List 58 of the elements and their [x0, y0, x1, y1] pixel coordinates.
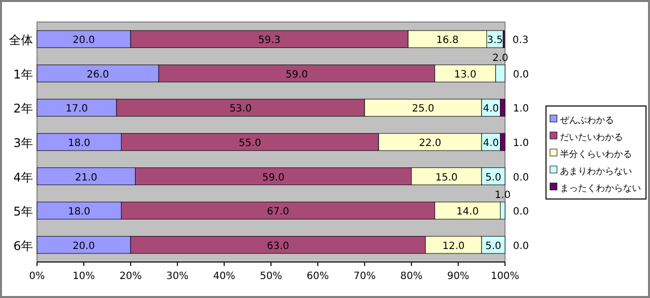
data-label: 12.0: [442, 240, 465, 252]
data-label: 22.0: [418, 138, 442, 149]
x-tick-label: 60%: [306, 271, 329, 282]
legend-label: まったくわからない: [560, 184, 641, 194]
data-label: 59.0: [286, 69, 308, 80]
data-label: 18.0: [68, 138, 90, 149]
data-label: 4.0: [483, 138, 499, 149]
data-label: 67.0: [266, 206, 290, 218]
y-tick-label: 4年: [13, 170, 33, 184]
data-label: 18.0: [68, 206, 90, 218]
data-label: 0.0: [513, 206, 529, 218]
data-label: 53.0: [229, 104, 252, 115]
data-label: 20.0: [72, 35, 95, 46]
x-tick-label: 10%: [72, 271, 95, 282]
legend-label: 半分くらいわかる: [560, 149, 632, 160]
legend-label: だいたいわかる: [560, 133, 623, 143]
data-label: 25.0: [412, 104, 434, 115]
y-tick-label: 1年: [13, 67, 33, 82]
data-label: 0.0: [513, 69, 529, 80]
x-tick-label: 100%: [490, 271, 520, 282]
y-tick-label: 6年: [13, 238, 33, 253]
data-label: 16.8: [436, 35, 459, 46]
y-tick-label: 全体: [9, 33, 33, 48]
data-label: 14.0: [456, 206, 479, 218]
data-label: 3.5: [486, 35, 503, 46]
data-label: 20.0: [72, 240, 95, 252]
x-tick-label: 80%: [400, 271, 423, 282]
x-tick-label: 40%: [213, 271, 236, 282]
y-tick-label: 5年: [13, 204, 33, 219]
x-tick-label: 50%: [260, 271, 282, 282]
data-label: 0.0: [513, 240, 529, 252]
x-tick-label: 20%: [119, 271, 142, 282]
legend-label: ぜんぶわかる: [560, 116, 614, 126]
data-label: 1.0: [494, 190, 511, 201]
data-label: 5.0: [485, 172, 502, 184]
data-label: 0.3: [512, 35, 528, 46]
x-tick-label: 90%: [447, 271, 470, 282]
data-label: 63.0: [266, 240, 290, 252]
data-label: 26.0: [86, 69, 109, 80]
data-label: 5.0: [485, 240, 502, 252]
data-label: 59.0: [262, 172, 284, 184]
data-label: 2.0: [492, 52, 508, 64]
data-label: 0.0: [513, 172, 529, 184]
data-label: 17.0: [66, 104, 88, 115]
data-label: 1.0: [513, 104, 529, 115]
data-label: 15.0: [435, 172, 458, 184]
y-tick-label: 2年: [13, 102, 33, 116]
data-label: 21.0: [75, 172, 98, 184]
data-label: 55.0: [238, 138, 262, 149]
legend-label: あまりわからない: [560, 167, 632, 177]
x-tick-label: 0%: [29, 271, 45, 282]
x-tick-label: 30%: [166, 271, 189, 282]
data-label: 4.0: [483, 104, 499, 115]
data-label: 13.0: [454, 69, 476, 80]
data-label: 59.3: [258, 35, 280, 46]
y-tick-label: 3年: [13, 136, 33, 150]
x-tick-label: 70%: [353, 271, 376, 282]
data-label: 1.0: [513, 138, 529, 149]
